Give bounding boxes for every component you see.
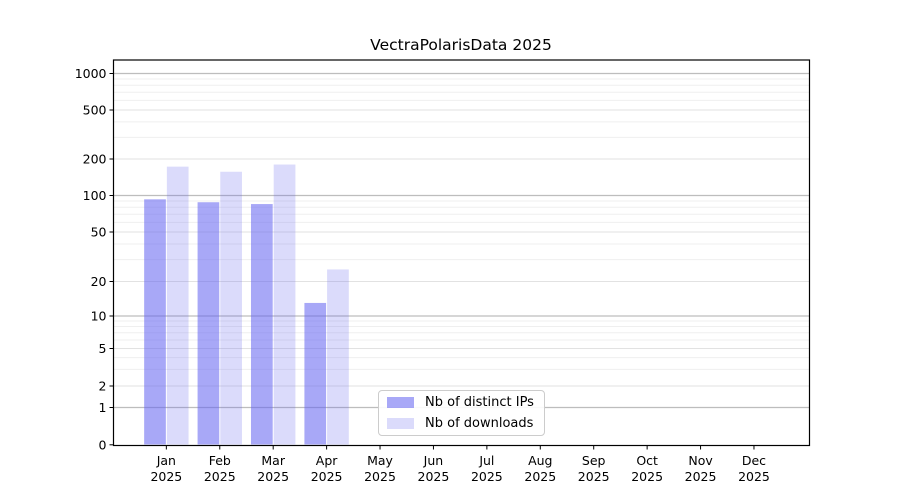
x-tick-label-year: 2025	[471, 469, 503, 484]
bars-downloads	[166, 164, 349, 445]
x-tick-label-year: 2025	[418, 469, 450, 484]
legend-item-downloads: Nb of downloads	[387, 416, 544, 431]
legend-label-distinct-ips: Nb of distinct IPs	[425, 395, 534, 410]
y-tick-label: 1	[99, 400, 107, 415]
x-tick-label-month: Apr	[316, 453, 338, 468]
bar	[327, 269, 349, 445]
x-tick-label-month: Sep	[582, 453, 606, 468]
x-tick-label-month: Oct	[636, 453, 658, 468]
x-tick-label-month: Aug	[528, 453, 552, 468]
bar	[273, 164, 296, 445]
x-tick-label-year: 2025	[685, 469, 717, 484]
x-tick-label-year: 2025	[578, 469, 610, 484]
bars-distinct-ips	[144, 199, 327, 445]
bar	[250, 204, 273, 445]
y-tick-label: 10	[91, 309, 107, 324]
plot-border	[112, 59, 811, 447]
x-tick-label-month: Mar	[261, 453, 285, 468]
x-tick-label-year: 2025	[257, 469, 289, 484]
x-tick-label-month: Jan	[156, 453, 176, 468]
x-tick-label-year: 2025	[631, 469, 663, 484]
y-tick-label: 200	[83, 152, 107, 167]
x-tick-label-month: Dec	[742, 453, 766, 468]
y-tick-label: 20	[91, 274, 107, 289]
x-tick-label-month: Feb	[209, 453, 231, 468]
x-tick-label-year: 2025	[524, 469, 556, 484]
legend-swatch-distinct-ips	[387, 397, 414, 408]
y-tick-label: 500	[83, 103, 107, 118]
x-tick-label-year: 2025	[364, 469, 396, 484]
bar	[304, 302, 327, 445]
x-tick-label-year: 2025	[150, 469, 182, 484]
legend-swatch-downloads	[387, 418, 414, 429]
legend-item-distinct-ips: Nb of distinct IPs	[387, 395, 544, 410]
y-tick-label: 1000	[75, 66, 107, 81]
legend-label-downloads: Nb of downloads	[425, 416, 534, 431]
y-tick-label: 0	[99, 437, 107, 452]
bar	[197, 202, 220, 445]
x-tick-label-month: Jul	[478, 453, 494, 468]
bar	[166, 166, 189, 445]
y-tick-label: 50	[91, 225, 107, 240]
x-tick-label-year: 2025	[311, 469, 343, 484]
x-tick-label-year: 2025	[738, 469, 770, 484]
legend: Nb of distinct IPs Nb of downloads	[378, 390, 545, 436]
bar	[220, 171, 242, 445]
x-axis: Jan2025Feb2025Mar2025Apr2025May2025Jun20…	[150, 445, 770, 484]
x-tick-label-month: Nov	[688, 453, 713, 468]
x-tick-label-month: Jun	[423, 453, 444, 468]
y-axis: 0 1 2 5 10 20 50 100 200 500 1000	[75, 66, 114, 452]
y-tick-label: 5	[99, 341, 107, 356]
y-tick-label: 2	[99, 379, 107, 394]
gridlines	[113, 72, 810, 409]
y-tick-label: 100	[83, 188, 107, 203]
x-tick-label-year: 2025	[204, 469, 236, 484]
chart-title: VectraPolarisData 2025	[370, 36, 552, 54]
bar	[144, 199, 166, 445]
x-tick-label-month: May	[367, 453, 393, 468]
